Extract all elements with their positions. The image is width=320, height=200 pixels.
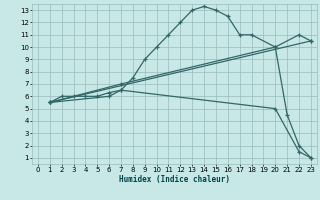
X-axis label: Humidex (Indice chaleur): Humidex (Indice chaleur) xyxy=(119,175,230,184)
